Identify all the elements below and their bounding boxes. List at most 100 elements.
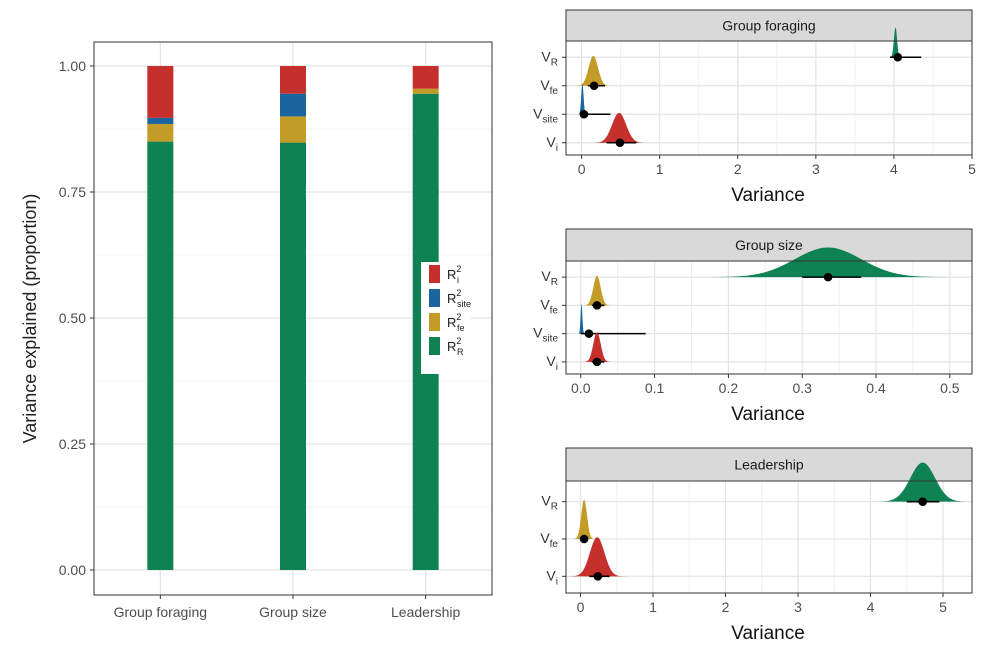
y-tick-label-base: V (546, 353, 556, 369)
legend-label-base: R (447, 315, 456, 330)
x-axis-title: Variance (731, 623, 805, 644)
legend-label-sub: i (457, 275, 459, 285)
y-tick-label-base: V (540, 530, 550, 546)
x-axis-title: Variance (731, 185, 805, 206)
y-tick-label: Vsite (533, 105, 558, 125)
point-estimate (579, 534, 589, 544)
x-axis-title: Variance (731, 404, 805, 425)
density-fe (571, 499, 598, 539)
y-tick-label-sub: fe (550, 86, 559, 97)
x-tick-label: Leadership (391, 604, 460, 620)
point-estimate (592, 357, 602, 367)
y-tick-label-base: V (541, 493, 551, 509)
legend-label-R: R2 R (447, 336, 464, 357)
y-tick-label: Vfe (540, 296, 558, 316)
y-tick-label: Vi (546, 567, 558, 587)
density-i (566, 537, 630, 577)
y-tick-label: 0.50 (59, 310, 86, 326)
panel-background (566, 261, 972, 374)
y-tick-label-sub: i (556, 576, 558, 587)
x-tick-label: 5 (968, 161, 976, 177)
x-tick-label: 1 (656, 161, 664, 177)
x-tick-label: 5 (939, 599, 947, 615)
facet-strip (565, 447, 973, 482)
legend-label-site: R2 site (447, 288, 471, 309)
point-estimate (615, 138, 625, 148)
x-tick-label: 0.4 (866, 380, 886, 396)
density-site (577, 303, 586, 334)
bar-segment-site (280, 93, 306, 117)
y-tick-label-sub: fe (550, 539, 559, 550)
facet-strip (565, 228, 973, 262)
y-axis-title: Variance explained (proportion) (20, 194, 40, 444)
x-tick-label: 1 (649, 599, 657, 615)
bar-segment-i (412, 66, 439, 89)
legend-key-site (429, 289, 440, 307)
point-estimate (823, 272, 833, 282)
x-tick-label: 4 (890, 161, 898, 177)
legend-label-base: R (447, 267, 456, 282)
bar-segment-R (147, 141, 174, 570)
point-estimate (918, 497, 927, 506)
facet-title: Group size (735, 237, 803, 253)
y-tick-label: VR (541, 268, 558, 288)
legend-key-R (429, 337, 440, 355)
y-tick-label-sub: site (542, 114, 558, 125)
x-tick-label: 0.1 (645, 380, 665, 396)
point-estimate (592, 301, 602, 310)
bar-segment-i (147, 66, 174, 118)
density-fe (580, 275, 614, 306)
bar-segment-fe (147, 123, 174, 142)
point-estimate (584, 329, 594, 338)
y-tick-label: Vsite (533, 325, 558, 345)
y-tick-label-sub: i (556, 143, 558, 154)
y-tick-label-base: V (546, 567, 556, 583)
y-tick-label-base: V (540, 77, 550, 93)
bar-segment-i (280, 66, 306, 94)
x-tick-label: 0.3 (792, 380, 812, 396)
legend-label-sup: 2 (456, 336, 461, 346)
legend-label-sup: 2 (456, 264, 461, 274)
y-tick-label-sub: R (551, 502, 558, 513)
panel-border (565, 480, 973, 594)
y-tick-label: Vi (546, 353, 558, 373)
stacked-bar-chart: 0.00 0.25 0.50 0.75 1.00 Group foraging Group … (20, 41, 493, 620)
legend-label-sub: R (457, 347, 464, 357)
y-tick-label-sub: R (551, 277, 558, 288)
point-estimate (589, 81, 599, 91)
y-tick-label: 0.00 (59, 562, 86, 578)
y-tick-label-base: V (546, 134, 556, 150)
y-tick-label-base: V (540, 296, 550, 312)
density-R (678, 247, 978, 278)
panel-border (565, 40, 973, 156)
panel-background (566, 41, 972, 155)
x-tick-label: Group size (259, 604, 327, 620)
y-tick-label-sub: R (551, 57, 558, 68)
legend-key-fe (429, 313, 440, 331)
point-estimate (579, 109, 589, 119)
facet-title: Leadership (734, 457, 803, 473)
density-i (580, 332, 614, 362)
y-tick-label: Vfe (540, 530, 558, 550)
density-R (888, 27, 903, 58)
bar-segment-site (147, 117, 174, 124)
y-tick-label: Vi (546, 134, 558, 154)
panel-border (565, 260, 973, 375)
legend-label-i: R2 i (447, 264, 461, 285)
x-tick-label: 0 (577, 599, 585, 615)
legend-label-sub: site (457, 299, 471, 309)
legend-background (421, 262, 471, 374)
x-tick-label: 3 (794, 599, 802, 615)
y-tick-label: 1.00 (59, 58, 86, 74)
density-R (867, 462, 979, 502)
density-i (587, 112, 651, 143)
facet-title: Group foraging (722, 18, 815, 34)
legend-label-fe: R2 fe (447, 312, 465, 333)
y-tick-label-base: V (533, 325, 543, 341)
y-tick-label-base: V (541, 268, 551, 284)
plot-border (93, 41, 493, 596)
bar-segment-fe (412, 88, 439, 94)
